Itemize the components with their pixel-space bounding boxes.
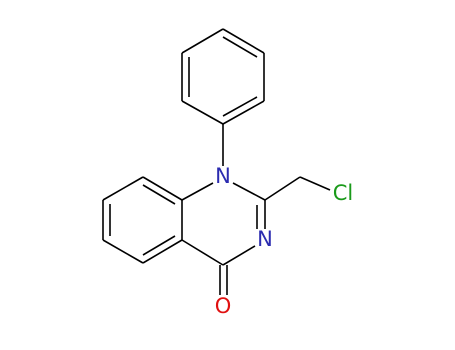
atom-label: N	[215, 164, 231, 188]
atom-label: N	[257, 227, 273, 251]
atom-label: Cl	[333, 181, 354, 205]
bonds	[102, 28, 331, 295]
atom-label: O	[215, 294, 232, 318]
